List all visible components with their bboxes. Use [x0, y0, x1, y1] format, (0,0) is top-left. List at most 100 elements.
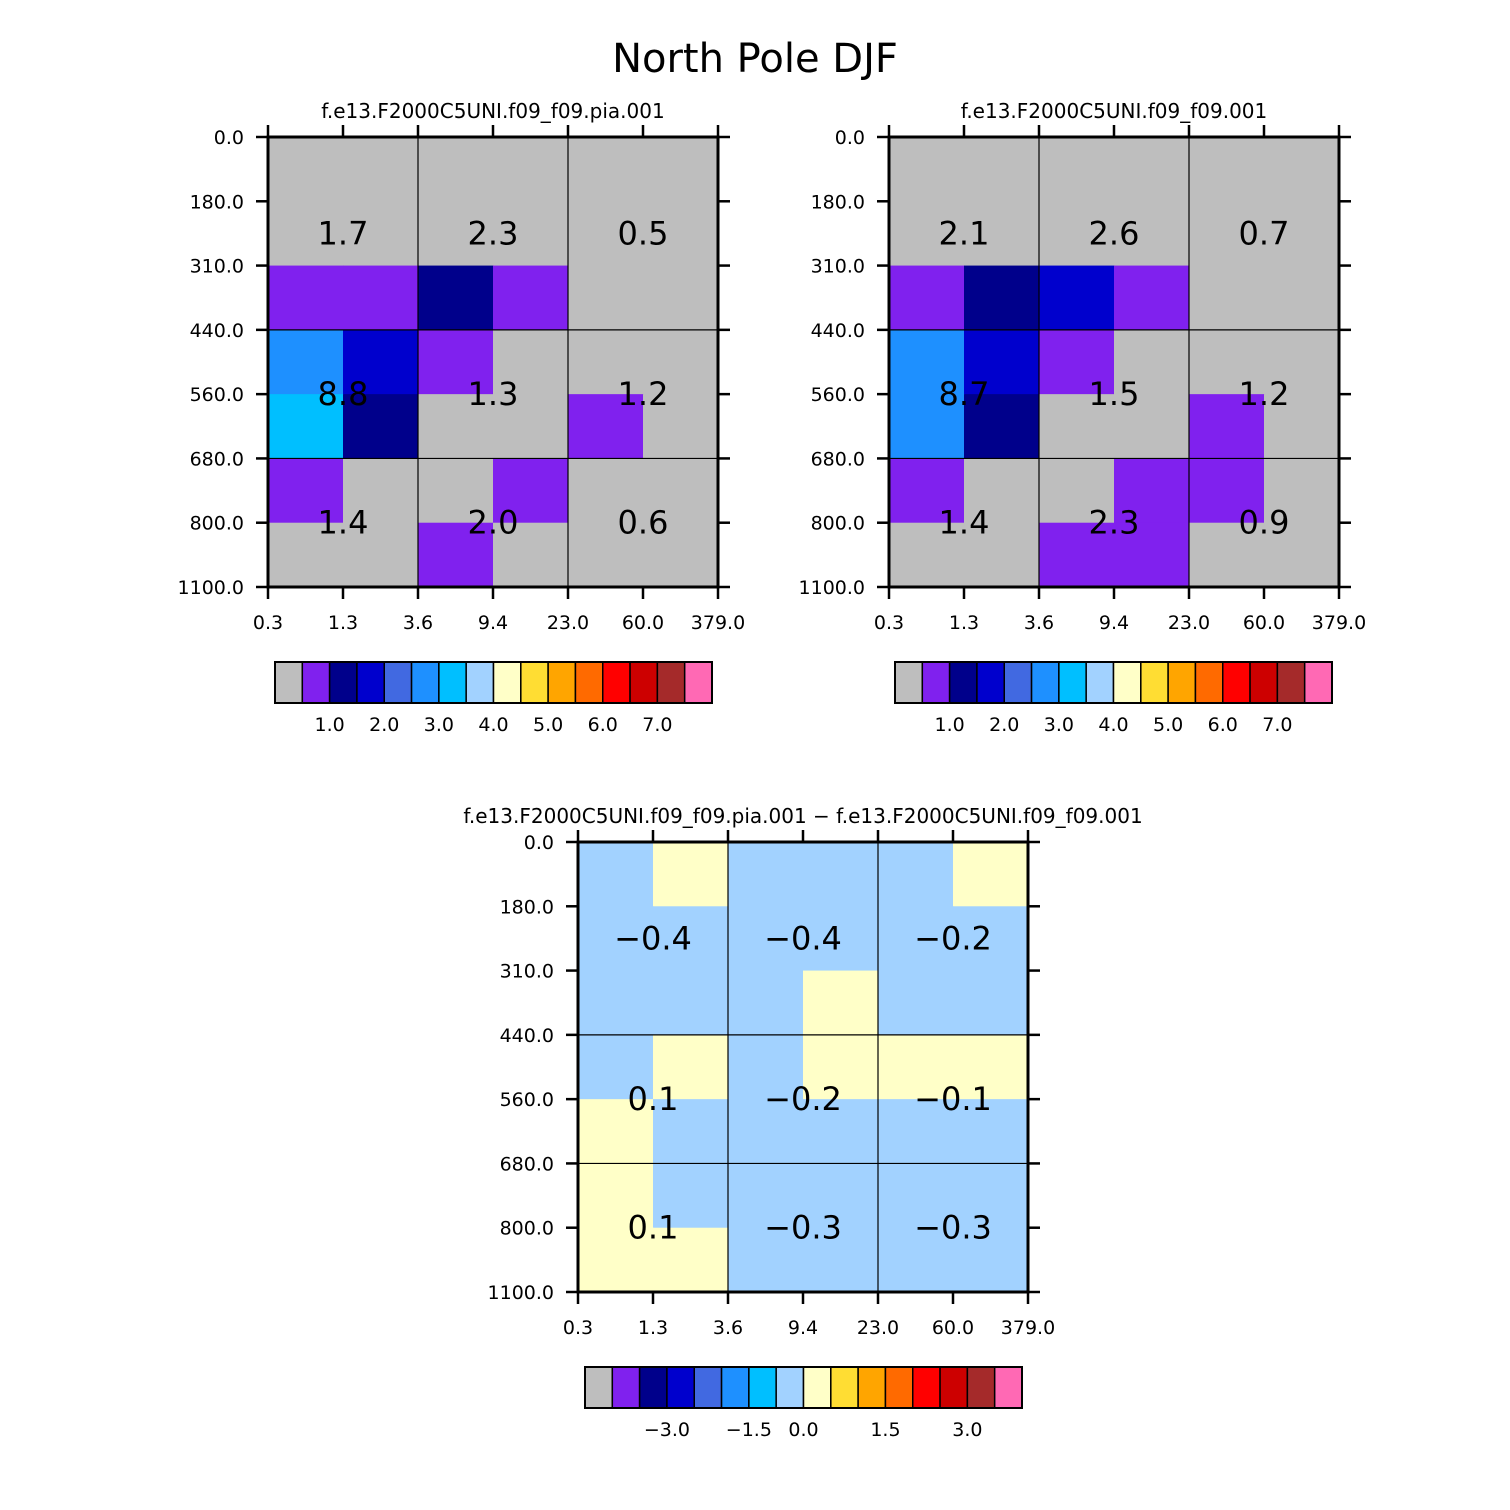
- block-value: 0.6: [618, 504, 669, 542]
- colorbar-label: 3.0: [424, 714, 454, 736]
- panel-3: f.e13.F2000C5UNI.f09_f09.pia.001 − f.e13…: [463, 804, 1142, 1441]
- heatmap-cell: [1039, 522, 1115, 588]
- heatmap-cell: [878, 970, 954, 1036]
- y-tick-label: 180.0: [811, 191, 865, 213]
- colorbar-swatch: [939, 1366, 969, 1409]
- heatmap-cell: [803, 970, 879, 1036]
- heatmap-cell: [578, 1099, 654, 1165]
- colorbar-label: 6.0: [588, 714, 618, 736]
- heatmap-cell: [268, 522, 344, 588]
- x-tick-label: 3.6: [713, 1317, 743, 1339]
- heatmap-cell: [343, 201, 419, 267]
- y-tick-label: 800.0: [500, 1218, 554, 1240]
- colorbar-swatch: [830, 1366, 859, 1409]
- colorbar-label: 5.0: [533, 714, 563, 736]
- block-value: 1.2: [1239, 375, 1290, 413]
- block-value: −0.1: [914, 1080, 992, 1118]
- heatmap-cell: [578, 842, 654, 907]
- heatmap-cell: [889, 394, 965, 460]
- colorbar-swatch: [921, 661, 951, 704]
- x-tick-label: 23.0: [857, 1317, 899, 1339]
- colorbar-swatch: [611, 1366, 641, 1409]
- colorbar-swatch: [410, 661, 440, 704]
- y-tick-label: 180.0: [190, 191, 244, 213]
- heatmap-cell: [1114, 137, 1190, 202]
- heatmap-cell: [1189, 201, 1265, 267]
- heatmap-cell: [343, 137, 419, 202]
- block-value: 2.1: [939, 214, 990, 252]
- y-tick-label: 1100.0: [799, 577, 865, 599]
- colorbar-swatch: [584, 1366, 614, 1409]
- heatmap-cell: [268, 137, 344, 202]
- colorbar-swatch: [574, 661, 604, 704]
- block-value: 1.7: [318, 214, 369, 252]
- colorbar-label: 2.0: [989, 714, 1019, 736]
- y-tick-label: 680.0: [190, 448, 244, 470]
- heatmap-cell: [728, 1099, 804, 1165]
- heatmap-cell: [418, 458, 494, 524]
- heatmap-cell: [418, 265, 494, 331]
- colorbar-label: 5.0: [1153, 714, 1183, 736]
- heatmap-cell: [964, 522, 1040, 588]
- block-value: 2.0: [468, 504, 519, 542]
- panel-1: f.e13.F2000C5UNI.f09_f09.pia.001 1.7 2.3 0.…: [178, 99, 746, 736]
- colorbar-frame: [894, 661, 1333, 704]
- heatmap-cell: [578, 1034, 654, 1100]
- heatmap-cell: [643, 201, 719, 267]
- heatmap-cell: [268, 458, 344, 524]
- x-tick-label: 60.0: [1243, 612, 1285, 634]
- colorbar-swatch: [775, 1366, 805, 1409]
- block-value: −0.3: [764, 1209, 842, 1247]
- heatmap-cell: [964, 394, 1040, 460]
- colorbar-swatch: [638, 1366, 668, 1409]
- block-value: −0.4: [614, 919, 692, 957]
- colorbar-label: 4.0: [1098, 714, 1128, 736]
- heatmap-cell: [1114, 522, 1190, 588]
- heatmap-cell: [964, 201, 1040, 267]
- colorbar-swatch: [884, 1366, 914, 1409]
- block-value: 2.3: [468, 214, 519, 252]
- heatmap-cell: [878, 842, 954, 907]
- colorbar-swatch: [748, 1366, 777, 1409]
- heatmap-cell: [1189, 458, 1265, 524]
- y-tick-label: 1100.0: [488, 1282, 554, 1304]
- y-tick-label: 800.0: [811, 513, 865, 535]
- heatmap-cell: [1264, 329, 1340, 395]
- heatmap-cell: [1114, 201, 1190, 267]
- heatmap-cell: [1264, 201, 1340, 267]
- heatmap-cell: [343, 522, 419, 588]
- heatmap-cell: [643, 137, 719, 202]
- colorbar-swatch: [666, 1366, 695, 1409]
- x-tick-label: 9.4: [1099, 612, 1129, 634]
- colorbar-label: 0.0: [788, 1419, 818, 1441]
- colorbar-swatch: [976, 661, 1005, 704]
- heatmap-cell: [964, 137, 1040, 202]
- x-tick-label: 379.0: [1001, 1317, 1055, 1339]
- heatmap-cell: [803, 906, 879, 972]
- y-tick-label: 0.0: [835, 127, 865, 149]
- x-tick-label: 0.3: [874, 612, 904, 634]
- heatmap-cell: [1264, 265, 1340, 331]
- colorbar-label: 1.5: [870, 1419, 900, 1441]
- main-title: North Pole DJF: [612, 36, 898, 82]
- heatmap-cell: [343, 265, 419, 331]
- heatmap-cell: [343, 394, 419, 460]
- heatmap-cell: [568, 458, 644, 524]
- heatmap-cell: [953, 970, 1029, 1036]
- heatmap-cell: [568, 329, 644, 395]
- colorbar-swatch: [328, 661, 358, 704]
- colorbar-swatch: [1194, 661, 1224, 704]
- heatmap-cell: [1039, 265, 1115, 331]
- heatmap-cell: [653, 906, 729, 972]
- block-value: 0.5: [618, 214, 669, 252]
- heatmap-cell: [653, 970, 729, 1036]
- heatmap-cell: [953, 842, 1029, 907]
- heatmap-cell: [889, 265, 965, 331]
- block-value: −0.2: [764, 1080, 842, 1118]
- block-value: 1.4: [939, 504, 990, 542]
- heatmap-cell: [1264, 458, 1340, 524]
- heatmap-cell: [889, 137, 965, 202]
- colorbar-label: 2.0: [369, 714, 399, 736]
- heatmap-cell: [268, 329, 344, 395]
- heatmap-cell: [728, 970, 804, 1036]
